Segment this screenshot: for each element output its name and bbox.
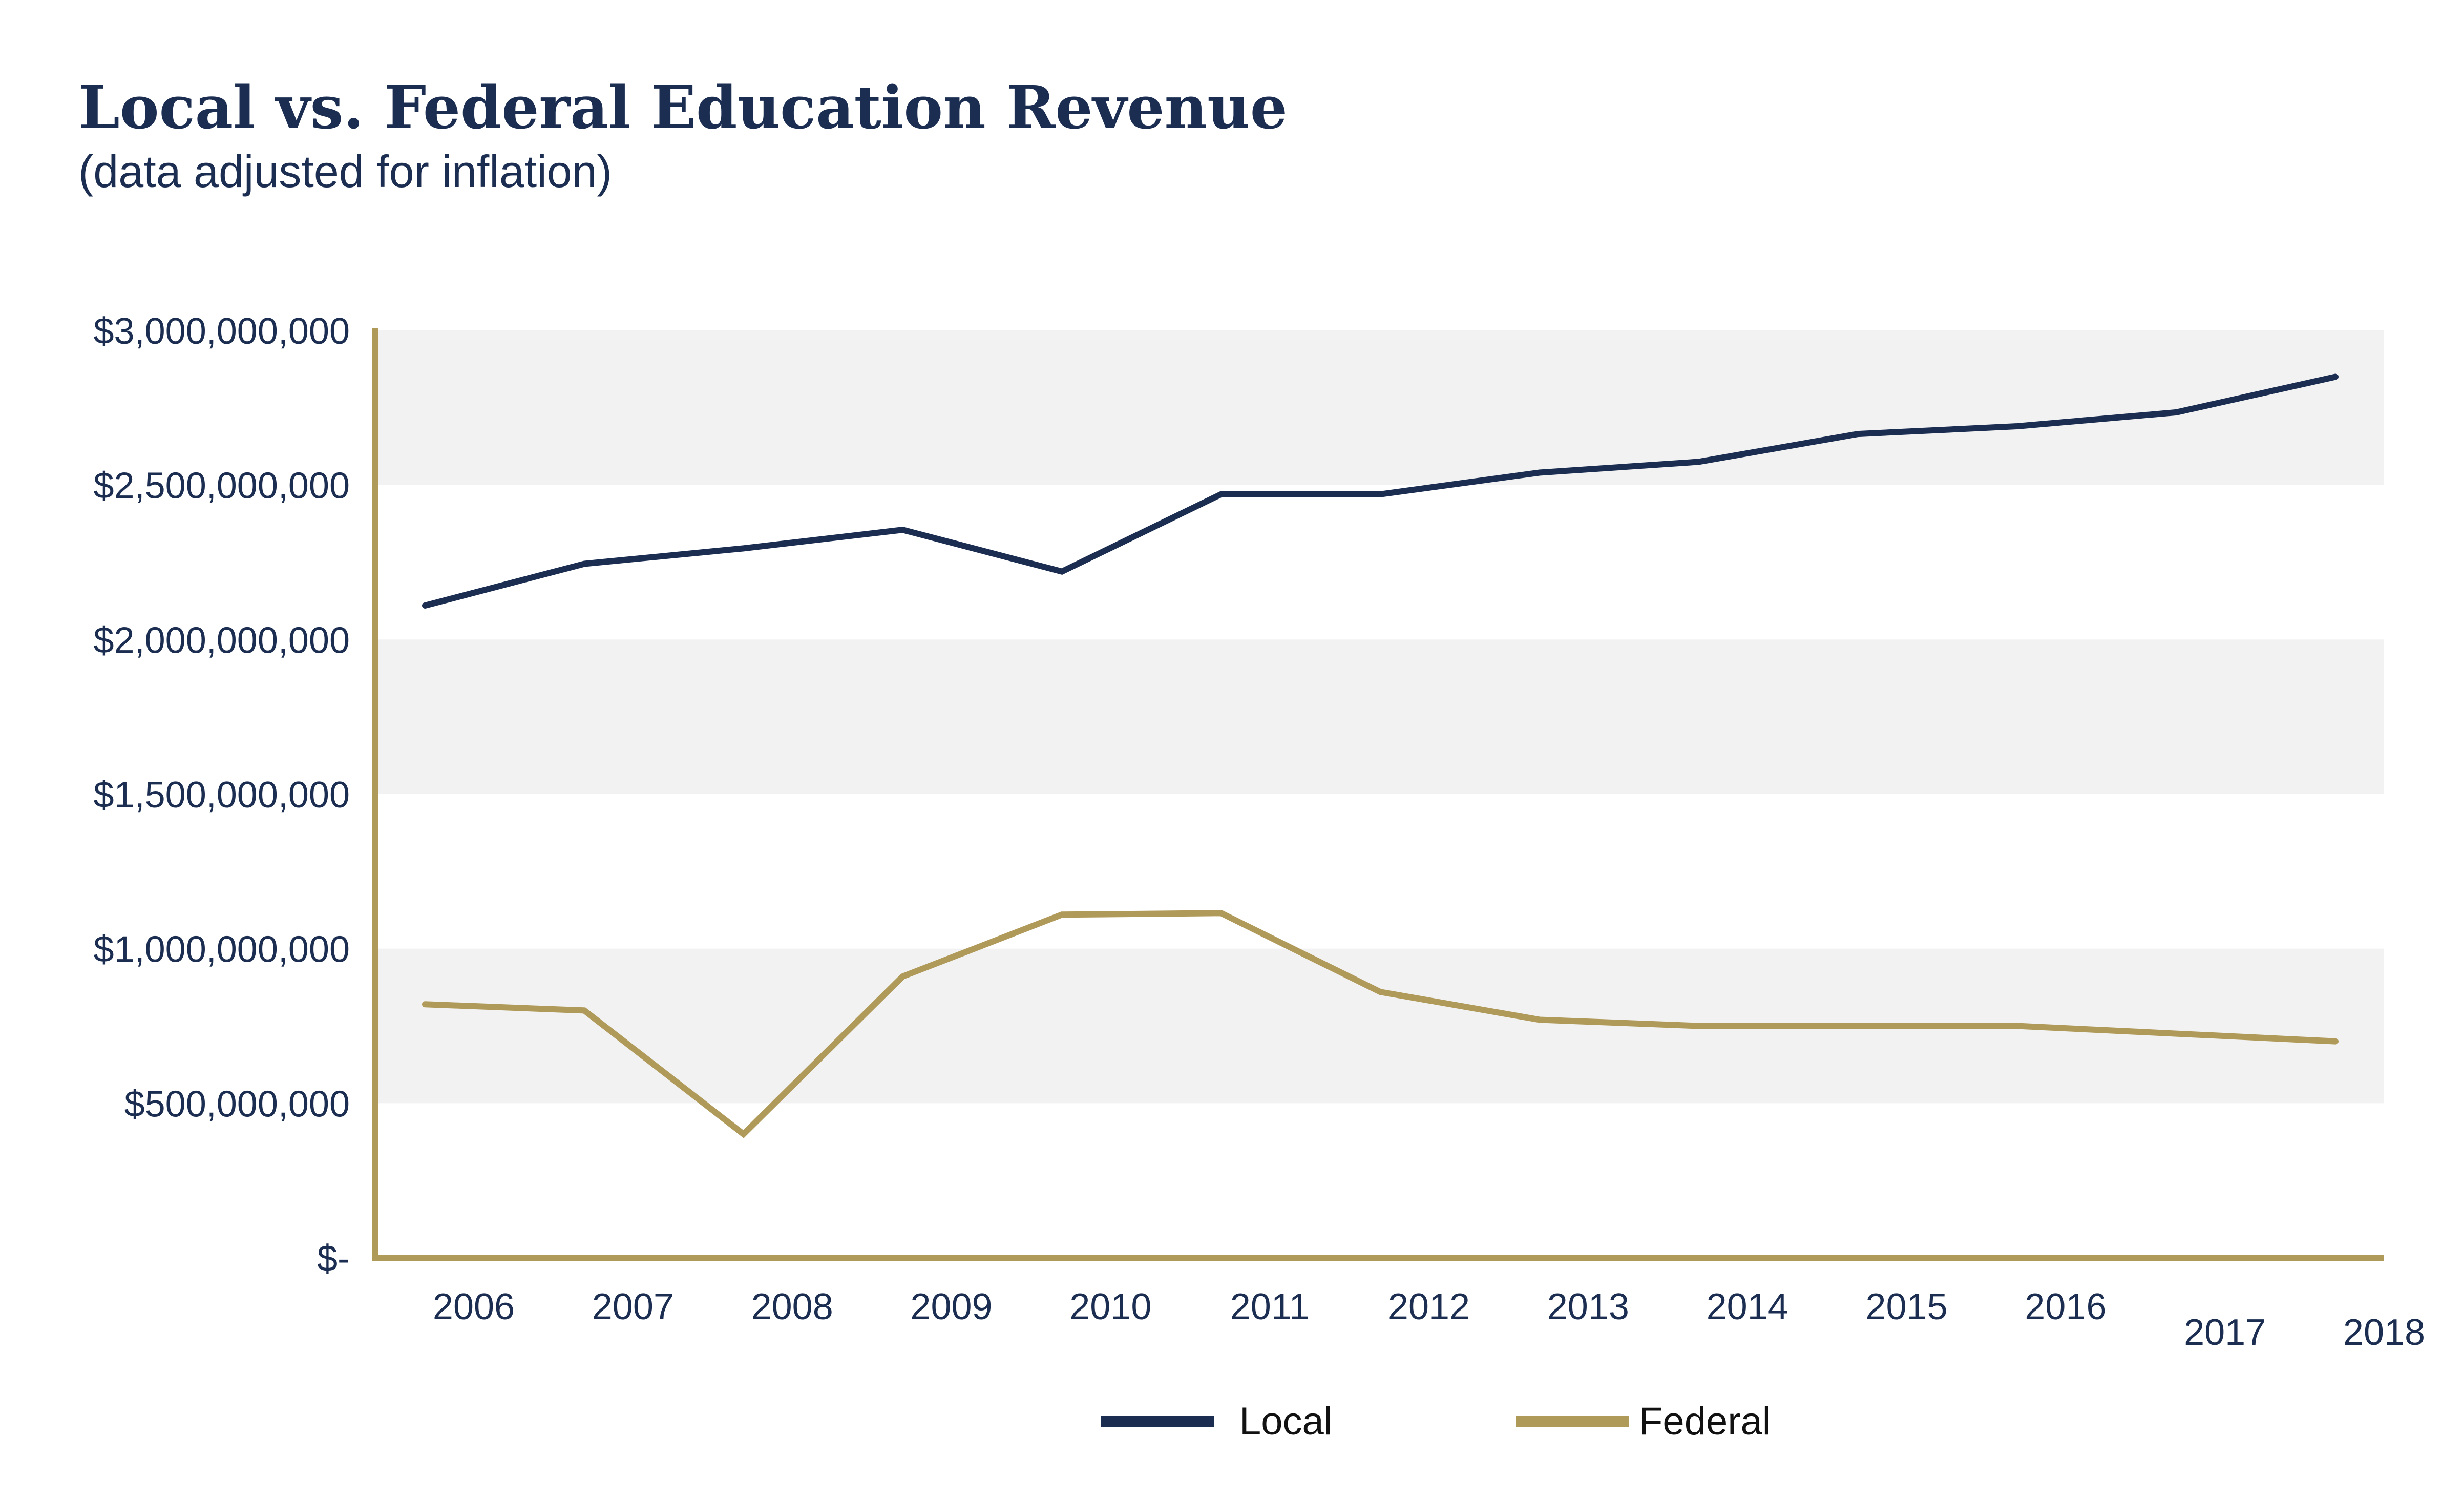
chart-title: Local vs. Federal Education Revenue bbox=[78, 73, 1288, 142]
y-tick-label: $- bbox=[317, 1238, 350, 1279]
y-tick-label: $1,000,000,000 bbox=[94, 929, 350, 970]
x-tick-label: 2016 bbox=[2025, 1286, 2107, 1327]
x-tick-label: 2018 bbox=[2343, 1312, 2425, 1353]
x-tick-label: 2011 bbox=[1230, 1286, 1310, 1327]
x-axis-ticks: 2006 2007 2008 2009 2010 2011 2012 2013 2014 2015… bbox=[433, 1286, 2425, 1353]
x-tick-label: 2006 bbox=[433, 1286, 515, 1327]
x-tick-label: 2017 bbox=[2184, 1312, 2266, 1353]
x-tick-label: 2014 bbox=[1707, 1286, 1788, 1327]
x-tick-label: 2008 bbox=[751, 1286, 833, 1327]
y-tick-label: $3,000,000,000 bbox=[94, 311, 350, 352]
x-tick-label: 2009 bbox=[910, 1286, 992, 1327]
y-tick-label: $2,000,000,000 bbox=[94, 620, 350, 661]
y-tick-label: $1,500,000,000 bbox=[94, 775, 350, 816]
chart-subtitle: (data adjusted for inflation) bbox=[78, 146, 612, 197]
y-axis-ticks: $- $500,000,000 $1,000,000,000 $1,500,000,0… bbox=[94, 311, 350, 1279]
legend-label-local: Local bbox=[1239, 1400, 1333, 1443]
x-tick-label: 2015 bbox=[1865, 1286, 1947, 1327]
grid-bands bbox=[375, 330, 2384, 1104]
series-line-federal bbox=[422, 910, 2339, 1138]
x-tick-label: 2007 bbox=[592, 1286, 674, 1327]
x-tick-label: 2010 bbox=[1069, 1286, 1151, 1327]
legend-label-federal: Federal bbox=[1639, 1400, 1771, 1443]
y-tick-label: $2,500,000,000 bbox=[94, 466, 350, 507]
series-lines bbox=[422, 373, 2339, 1138]
legend: Local Federal bbox=[1101, 1400, 1771, 1443]
grid-band bbox=[375, 639, 2384, 794]
y-tick-label: $500,000,000 bbox=[124, 1084, 350, 1125]
x-tick-label: 2013 bbox=[1547, 1286, 1629, 1327]
series-line-local bbox=[422, 373, 2339, 609]
x-tick-label: 2012 bbox=[1388, 1286, 1470, 1327]
grid-band bbox=[375, 330, 2384, 485]
